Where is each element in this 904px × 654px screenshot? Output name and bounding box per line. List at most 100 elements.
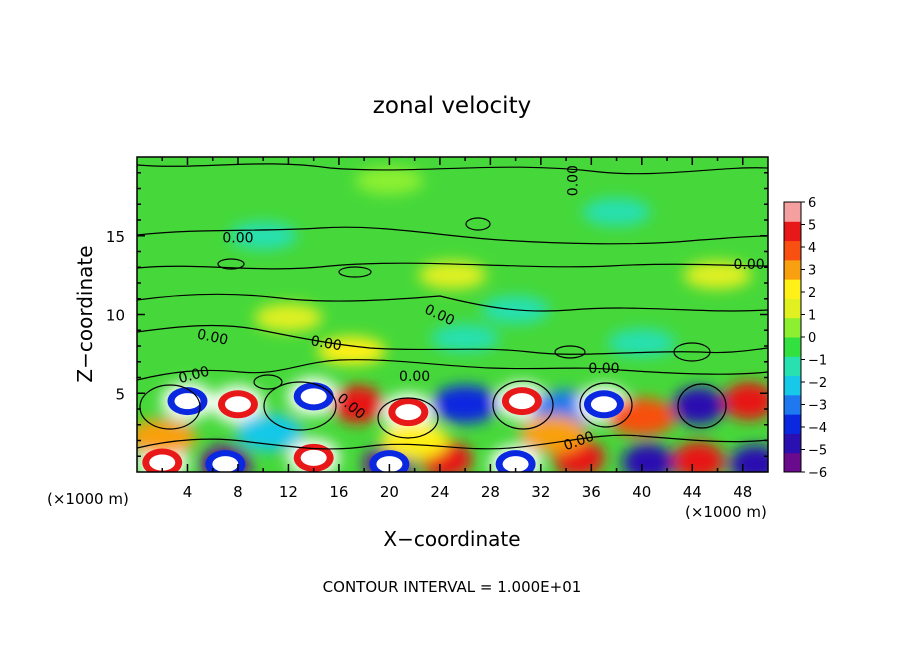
y-tick-label: 5 [115,385,125,403]
field-extreme-core [174,393,201,410]
colorbar-tick-label: −5 [808,444,827,459]
colorbar-swatch [784,375,801,396]
colorbar-swatch [784,202,801,222]
x-tick-label: 48 [733,483,752,501]
field-cell [355,166,424,195]
colorbar-tick-label: −2 [808,376,827,391]
contour-line [263,381,337,431]
colorbar-swatch [784,279,801,299]
contour-line [677,383,727,429]
field-cell [431,324,500,353]
contour-label: 0.00 [588,361,619,377]
colorbar-tick-label: 3 [808,264,816,279]
colorbar-tick-label: 2 [808,286,816,301]
field-cell [729,445,768,472]
contour-line [137,226,768,245]
field-extreme-core [224,396,251,413]
contour-line [137,293,768,312]
field-cell [229,221,298,250]
field-cell [723,382,768,421]
field-cell [254,303,323,332]
contour-line [137,324,768,355]
contour-line [465,217,491,231]
contour-label: 0.00 [565,165,581,196]
colorbar-swatch [784,259,801,280]
contour-line [492,380,554,430]
colorbar-swatch [784,337,801,357]
y-tick-labels: 5 10 15 [106,228,125,404]
colorbar-swatch [784,317,801,338]
contour-line [554,345,586,359]
chart-title: zonal velocity [373,93,531,119]
field-cell [431,385,500,424]
velocity-field [137,166,768,472]
x-tick-labels: 4 8 12 16 20 24 28 32 36 40 44 48 [183,483,753,501]
x-axis-label: X−coordinate [383,527,520,551]
contour-line [137,434,768,450]
field-cell [582,198,651,227]
colorbar-swatch [784,433,801,454]
x-tick-label: 32 [531,483,550,501]
colorbar-tick-label: −4 [808,421,827,436]
field-cell [607,328,676,357]
colorbar-tick-label: 4 [808,241,816,256]
contour-line [338,266,372,278]
contour-line [137,359,768,381]
y-tick-label: 10 [106,307,125,325]
colorbar-tick-label: −6 [808,466,827,481]
contour-line [673,342,711,362]
x-tick-label: 40 [632,483,651,501]
x-tick-label: 8 [233,483,243,501]
colorbar-swatch [784,221,801,242]
contour-lines [137,163,768,450]
colorbar-swatch [784,356,801,377]
field-extreme-core [149,454,176,471]
contour-line [579,382,633,428]
colorbar-swatch [784,452,801,473]
y-tick-label: 15 [106,228,125,246]
colorbar-tick-label: 5 [808,219,816,234]
contour-label: 0.00 [177,364,211,388]
colorbar-tick-label: −1 [808,354,827,369]
colorbar-swatch [784,414,801,434]
field-cell [683,261,752,290]
contour-line [377,397,439,439]
contour-line [139,384,201,430]
field-cell [331,385,384,424]
field-cell [672,386,725,425]
contour-line [217,258,245,270]
contour-label: 0.00 [309,333,342,354]
colorbar-tick-label: 6 [808,196,816,211]
field-extreme-core [300,388,327,405]
x-unit-left: (×1000 m) [47,490,129,508]
contour-line [137,262,768,270]
colorbar-swatch [784,298,801,319]
field-cell [672,441,725,472]
x-unit-right: (×1000 m) [685,503,767,521]
field-extreme-core [502,456,529,472]
field-cell [622,443,675,472]
y-axis-label: Z−coordinate [73,245,97,382]
field-extreme-core [590,396,617,413]
contour-line [253,374,283,390]
contour-interval-note: CONTOUR INTERVAL = 1.000E+01 [323,578,582,596]
field-cell [519,415,588,454]
colorbar-tick-label: 1 [808,309,816,324]
contour-label: 0.00 [399,369,430,385]
colorbar-labels: 6 5 4 3 2 1 0 −1 −2 −3 −4 −5 −6 [808,196,827,481]
field-extreme-core [395,404,422,421]
x-tick-label: 28 [481,483,500,501]
contour-label: 0.00 [196,326,230,348]
x-tick-label: 36 [582,483,601,501]
x-tick-label: 24 [430,483,449,501]
colorbar-swatch [784,394,801,415]
x-tick-label: 4 [183,483,193,501]
field-extreme-core [212,456,239,472]
colorbar-swatch [784,240,801,261]
x-tick-label: 20 [380,483,399,501]
field-cell [607,397,676,436]
x-tick-label: 16 [329,483,348,501]
field-cell [418,261,487,290]
contour-label: 0.00 [222,230,253,246]
